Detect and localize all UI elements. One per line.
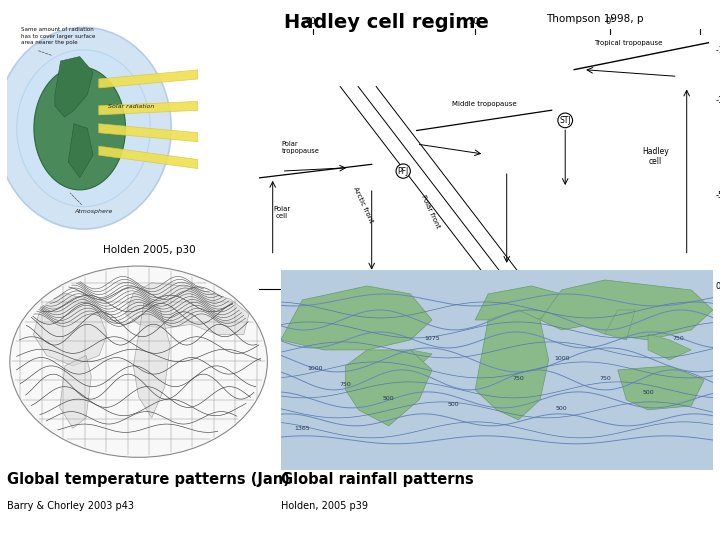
Text: Global rainfall patterns: Global rainfall patterns [281, 472, 474, 487]
Polygon shape [281, 286, 432, 350]
Text: 500: 500 [556, 406, 567, 411]
Text: 500: 500 [383, 396, 395, 401]
Polygon shape [475, 310, 549, 420]
Text: 1000: 1000 [307, 366, 323, 371]
Polygon shape [346, 350, 432, 426]
Polygon shape [475, 286, 562, 320]
Text: 1000: 1000 [554, 356, 570, 361]
Text: Same amount of radiation
has to cover larger surface
area nearer the pole: Same amount of radiation has to cover la… [21, 28, 95, 45]
Polygon shape [540, 280, 713, 340]
Text: Holden 2005, p30: Holden 2005, p30 [103, 245, 196, 255]
Polygon shape [99, 102, 198, 115]
Text: Middle tropopause: Middle tropopause [452, 101, 516, 107]
Text: Atmosphere: Atmosphere [74, 210, 112, 214]
Text: Westerlies: Westerlies [410, 294, 450, 303]
Text: 750: 750 [340, 382, 351, 387]
Text: Hadley cell regime: Hadley cell regime [284, 14, 490, 32]
Text: STJ: STJ [559, 116, 571, 125]
Text: Predominant rising
(slantwise convection): Predominant rising (slantwise convection… [392, 311, 468, 325]
Text: 500: 500 [448, 402, 459, 407]
Text: Hadley
cell: Hadley cell [642, 147, 669, 166]
Text: 1365: 1365 [294, 426, 310, 431]
Text: Solar radiation: Solar radiation [108, 104, 154, 109]
Text: Polar easterlies: Polar easterlies [282, 294, 341, 303]
Text: -10 km: -10 km [716, 46, 720, 55]
Text: Polar
tropopause: Polar tropopause [282, 141, 320, 154]
Text: 1075: 1075 [424, 336, 440, 341]
Text: Polar
cell: Polar cell [273, 206, 290, 219]
Polygon shape [99, 146, 198, 168]
Ellipse shape [0, 28, 171, 229]
Polygon shape [133, 303, 170, 418]
Ellipse shape [34, 66, 125, 190]
Polygon shape [68, 124, 93, 178]
Text: Holden, 2005 p39: Holden, 2005 p39 [281, 501, 368, 511]
Ellipse shape [10, 266, 267, 457]
Text: Global temperature patterns (Jan): Global temperature patterns (Jan) [7, 472, 290, 487]
Text: 500: 500 [642, 390, 654, 395]
Text: 750: 750 [672, 336, 684, 341]
Text: Trades: Trades [644, 296, 666, 302]
Text: 30°: 30° [468, 17, 482, 26]
Polygon shape [60, 355, 91, 428]
Text: -12: -12 [716, 97, 720, 105]
Text: Barry & Chorley 2003 p43: Barry & Chorley 2003 p43 [7, 501, 134, 511]
Text: 60°: 60° [306, 17, 320, 26]
Polygon shape [99, 70, 198, 88]
Polygon shape [605, 310, 635, 340]
Text: Thompson 1998, p: Thompson 1998, p [546, 14, 643, 24]
Text: -5: -5 [716, 191, 720, 200]
Polygon shape [648, 334, 691, 360]
Polygon shape [99, 124, 198, 141]
Text: 750: 750 [599, 376, 611, 381]
Text: Polar front: Polar front [420, 194, 441, 230]
Polygon shape [55, 57, 93, 117]
Text: Hadley Cell: Hadley Cell [606, 316, 650, 325]
Text: 0°: 0° [606, 17, 615, 26]
Polygon shape [125, 282, 249, 335]
Text: Subtropical
high: Subtropical high [578, 289, 616, 302]
Polygon shape [34, 293, 107, 366]
Text: Westerlies: Westerlies [509, 294, 549, 303]
Text: 750: 750 [513, 376, 524, 381]
Text: Tropical tropopause: Tropical tropopause [594, 40, 662, 46]
Ellipse shape [17, 50, 150, 207]
Polygon shape [389, 350, 432, 366]
Text: Heat
Equator: Heat Equator [688, 296, 712, 307]
Text: 0: 0 [716, 282, 720, 292]
Text: Arctic front: Arctic front [352, 186, 374, 224]
Polygon shape [618, 366, 704, 410]
Text: PFJ: PFJ [397, 167, 409, 176]
